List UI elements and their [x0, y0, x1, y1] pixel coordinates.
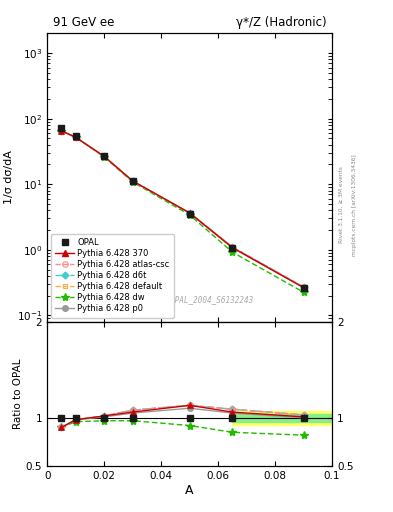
- Pythia 6.428 d6t: [130, 178, 135, 184]
- Pythia 6.428 dw: [230, 249, 235, 255]
- Line: Pythia 6.428 p0: Pythia 6.428 p0: [59, 128, 307, 290]
- Pythia 6.428 d6t: [230, 244, 235, 250]
- Pythia 6.428 d6t: [102, 154, 107, 160]
- Line: Pythia 6.428 d6t: Pythia 6.428 d6t: [59, 129, 306, 289]
- Pythia 6.428 d6t: [187, 210, 192, 216]
- Text: Rivet 3.1.10, ≥ 3M events: Rivet 3.1.10, ≥ 3M events: [339, 166, 344, 243]
- Pythia 6.428 p0: [102, 154, 107, 160]
- Pythia 6.428 dw: [301, 289, 306, 295]
- Pythia 6.428 370: [102, 154, 107, 160]
- Pythia 6.428 p0: [301, 285, 306, 291]
- Pythia 6.428 p0: [130, 178, 135, 184]
- Text: 91 GeV ee: 91 GeV ee: [53, 16, 114, 29]
- Pythia 6.428 p0: [73, 134, 78, 140]
- Pythia 6.428 default: [59, 128, 64, 134]
- Pythia 6.428 p0: [59, 128, 64, 134]
- Pythia 6.428 370: [187, 210, 192, 216]
- Pythia 6.428 default: [130, 178, 135, 184]
- Line: Pythia 6.428 atlas-csc: Pythia 6.428 atlas-csc: [59, 128, 307, 290]
- Pythia 6.428 default: [230, 244, 235, 250]
- Pythia 6.428 d6t: [59, 128, 64, 134]
- Text: OPAL_2004_S6132243: OPAL_2004_S6132243: [171, 295, 254, 305]
- X-axis label: A: A: [185, 483, 194, 497]
- Pythia 6.428 default: [301, 284, 306, 290]
- Line: Pythia 6.428 default: Pythia 6.428 default: [59, 129, 306, 289]
- Pythia 6.428 p0: [187, 210, 192, 217]
- Pythia 6.428 dw: [187, 212, 192, 218]
- Pythia 6.428 dw: [130, 179, 135, 185]
- Y-axis label: Ratio to OPAL: Ratio to OPAL: [13, 358, 23, 429]
- Pythia 6.428 atlas-csc: [59, 128, 64, 134]
- Pythia 6.428 dw: [73, 134, 78, 140]
- Pythia 6.428 d6t: [301, 284, 306, 290]
- Pythia 6.428 dw: [59, 128, 64, 134]
- Pythia 6.428 370: [301, 285, 306, 291]
- Pythia 6.428 default: [73, 134, 78, 140]
- Legend: OPAL, Pythia 6.428 370, Pythia 6.428 atlas-csc, Pythia 6.428 d6t, Pythia 6.428 d: OPAL, Pythia 6.428 370, Pythia 6.428 atl…: [51, 233, 174, 317]
- Text: mcplots.cern.ch [arXiv:1306.3436]: mcplots.cern.ch [arXiv:1306.3436]: [352, 154, 357, 255]
- Pythia 6.428 p0: [230, 245, 235, 251]
- Pythia 6.428 atlas-csc: [187, 210, 192, 216]
- Pythia 6.428 default: [187, 210, 192, 216]
- Pythia 6.428 d6t: [73, 134, 78, 140]
- Pythia 6.428 atlas-csc: [301, 284, 306, 290]
- Pythia 6.428 dw: [102, 154, 107, 160]
- Line: Pythia 6.428 dw: Pythia 6.428 dw: [57, 126, 308, 296]
- Pythia 6.428 atlas-csc: [102, 154, 107, 160]
- Line: Pythia 6.428 370: Pythia 6.428 370: [59, 128, 307, 290]
- Pythia 6.428 default: [102, 154, 107, 160]
- Pythia 6.428 370: [130, 178, 135, 184]
- Pythia 6.428 370: [73, 134, 78, 140]
- Pythia 6.428 atlas-csc: [73, 134, 78, 140]
- Pythia 6.428 atlas-csc: [230, 244, 235, 250]
- Text: γ*/Z (Hadronic): γ*/Z (Hadronic): [236, 16, 326, 29]
- Pythia 6.428 370: [59, 128, 64, 134]
- Y-axis label: 1/σ dσ/dA: 1/σ dσ/dA: [4, 151, 14, 204]
- Pythia 6.428 atlas-csc: [130, 178, 135, 184]
- Pythia 6.428 370: [230, 245, 235, 251]
